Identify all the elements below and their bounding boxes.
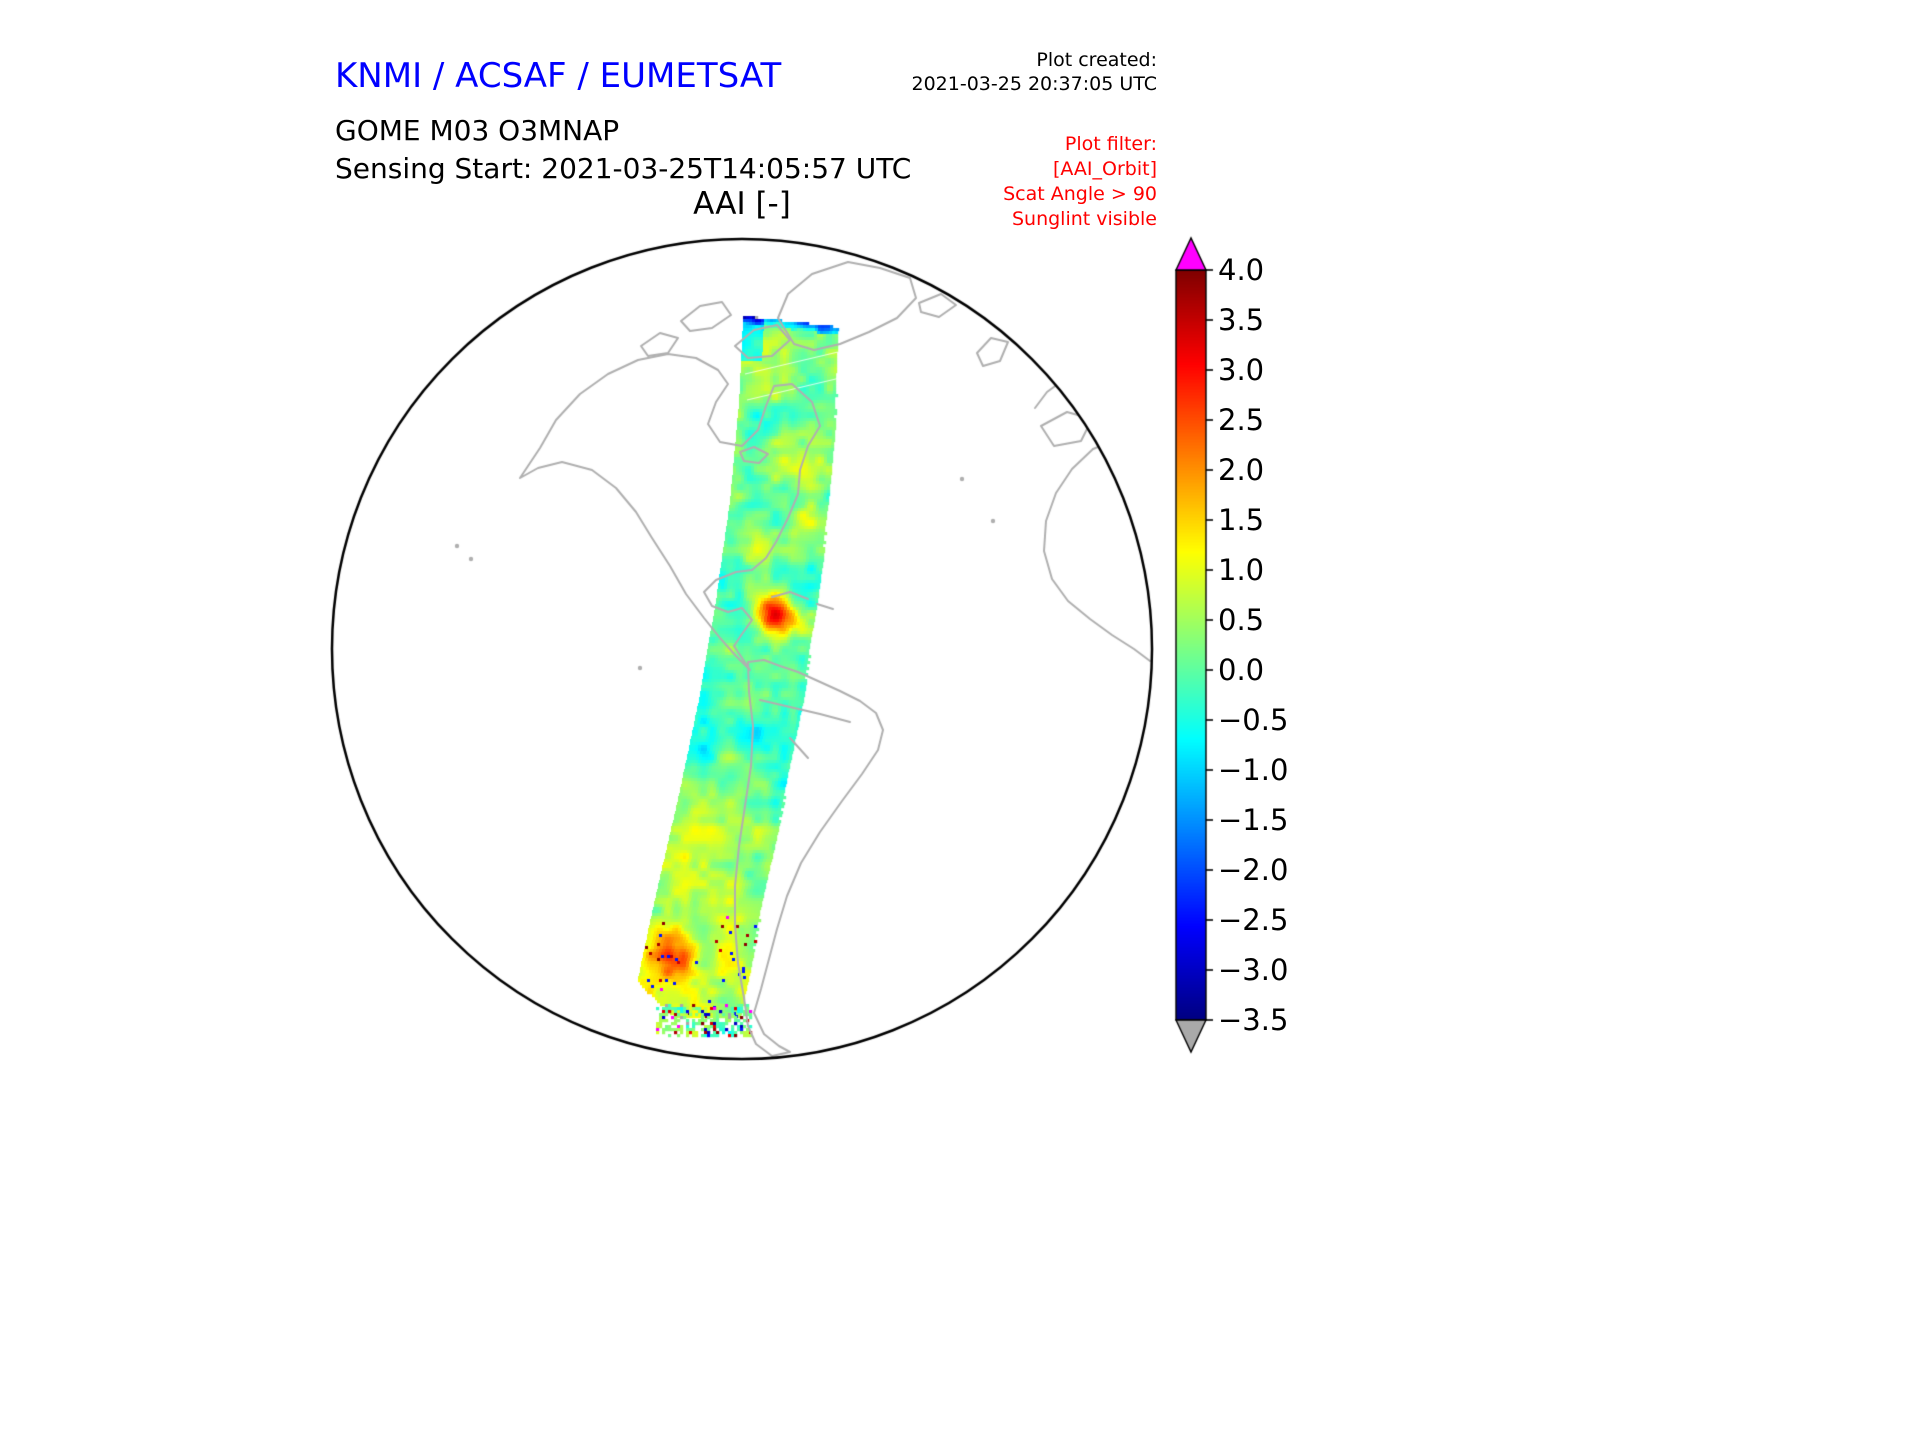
colorbar-tick-label: −0.5 <box>1218 703 1289 737</box>
plot-filter-title: Plot filter: <box>1064 133 1157 155</box>
colorbar-tick-label: −2.0 <box>1218 853 1289 887</box>
plot-filter: Plot filter: [AAI_Orbit] Scat Angle > 90… <box>1003 132 1157 232</box>
product-name: GOME M03 O3MNAP <box>335 114 620 147</box>
colorbar-tick-label: −2.5 <box>1218 903 1289 937</box>
globe-map <box>330 237 1154 1061</box>
colorbar-tick-label: 0.5 <box>1218 603 1265 637</box>
colorbar-tick-label: 2.0 <box>1218 453 1265 487</box>
plot-created-value: 2021-03-25 20:37:05 UTC <box>911 73 1158 95</box>
org-title: KNMI / ACSAF / EUMETSAT <box>335 56 782 96</box>
colorbar-tick-label: 1.5 <box>1218 503 1265 537</box>
colorbar-tick-label: 3.0 <box>1218 353 1265 387</box>
plot-title: AAI [-] <box>693 186 791 222</box>
colorbar-tick-label: −3.5 <box>1218 1003 1289 1037</box>
colorbar-tick-label: −1.0 <box>1218 753 1289 787</box>
colorbar-tick-label: 2.5 <box>1218 403 1265 437</box>
plot-created: Plot created: 2021-03-25 20:37:05 UTC <box>912 48 1158 96</box>
colorbar-tick-label: 0.0 <box>1218 653 1265 687</box>
plot-filter-line: [AAI_Orbit] <box>1052 158 1157 180</box>
plot-filter-line: Scat Angle > 90 <box>1003 183 1157 205</box>
colorbar-tick-label: −1.5 <box>1218 803 1289 837</box>
colorbar-tick-label: 3.5 <box>1218 303 1265 337</box>
sensing-start: Sensing Start: 2021-03-25T14:05:57 UTC <box>335 152 912 185</box>
plot-filter-line: Sunglint visible <box>1011 208 1157 230</box>
plot-created-label: Plot created: <box>1036 49 1157 71</box>
colorbar <box>1170 230 1290 1070</box>
colorbar-tick-label: −3.0 <box>1218 953 1289 987</box>
colorbar-tick-label: 4.0 <box>1218 253 1265 287</box>
colorbar-tick-label: 1.0 <box>1218 553 1265 587</box>
